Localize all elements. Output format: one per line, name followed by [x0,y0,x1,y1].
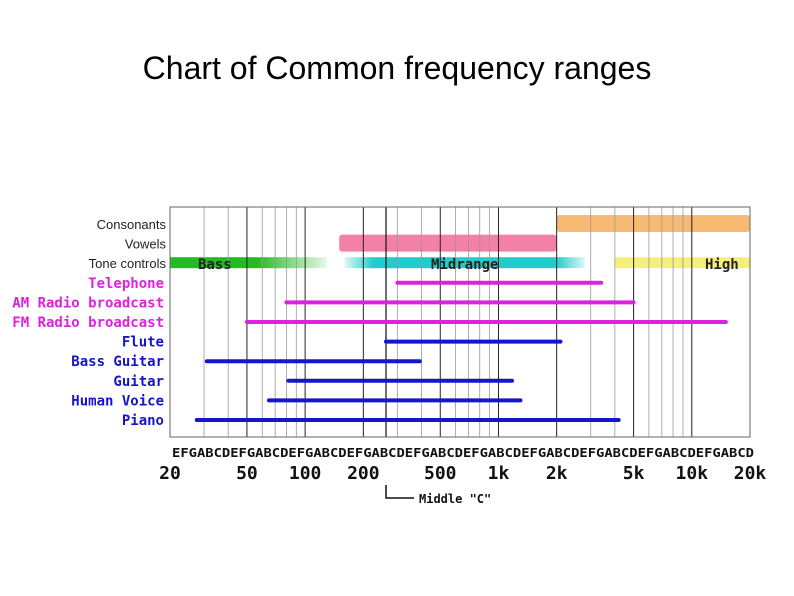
row-label: Piano [122,413,164,429]
tone-band-label: Bass [198,257,232,273]
x-tick-label: 50 [236,463,258,484]
x-tick-label: 10k [676,463,709,484]
middle-c-marker: Middle "C" [385,485,491,506]
tone-band-label: High [705,257,739,273]
x-tick-label: 20 [159,463,181,484]
row-label: Telephone [88,276,164,292]
x-tick-label: 100 [289,463,322,484]
range-bars [194,280,728,422]
x-tick-label: 200 [347,463,380,484]
tone-band [614,257,750,269]
range-band [339,234,557,252]
x-tick-labels: 20 50 100 200 500 1k 2k 5k 10k 20k [159,463,766,484]
tone-band-label: Midrange [431,257,498,273]
plot-frame [169,206,751,438]
x-tick-label: 1k [488,463,510,484]
row-label: Bass Guitar [71,354,164,370]
row-label: Vowels [125,237,167,252]
range-band [556,215,750,232]
tone-band [170,257,328,269]
middle-c-label: Middle "C" [419,492,491,506]
x-tick-label: 5k [623,463,645,484]
row-label: Consonants [97,217,167,232]
middle-c-bracket [385,485,415,499]
x-tick-label: 20k [734,463,767,484]
row-label: FM Radio broadcast [12,315,164,331]
note-letters-text: EFGABCDEFGABCDEFGABCDEFGABCDEFGABCDEFGAB… [172,446,754,460]
row-label: AM Radio broadcast [12,295,164,311]
row-label: Human Voice [71,393,164,409]
row-label: Guitar [113,374,164,390]
row-label: Flute [122,335,164,351]
row-labels: Consonants Vowels Tone controls Bass Midrang… [12,217,738,429]
row-label: Tone controls [89,256,167,271]
chart-title: Chart of Common frequency ranges [142,50,652,86]
soft-bands [170,215,750,269]
tone-band [344,257,585,269]
x-tick-label: 2k [546,463,568,484]
note-letters: EFGABCDEFGABCDEFGABCDEFGABCDEFGABCDEFGAB… [172,446,754,460]
x-tick-label: 500 [424,463,457,484]
